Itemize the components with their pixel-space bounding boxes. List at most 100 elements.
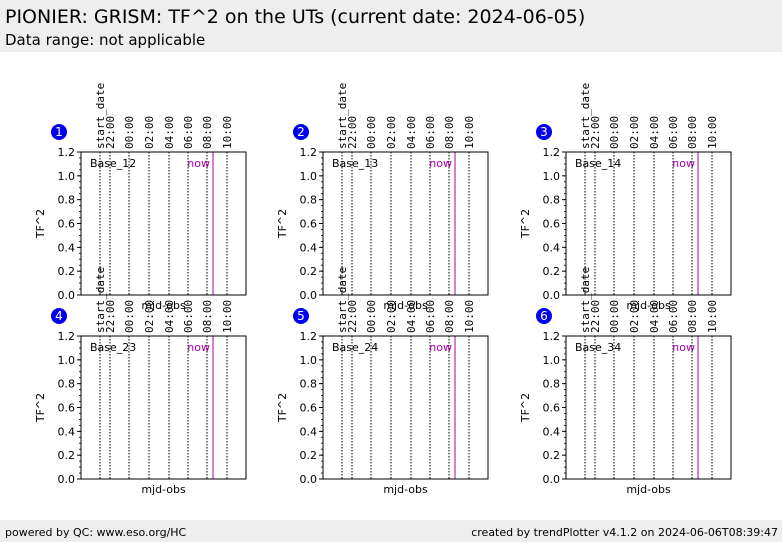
time-tick-label: 02:00 (628, 116, 641, 149)
time-tick-label: 06:00 (424, 300, 437, 333)
y-tick-label: 0.2 (300, 265, 318, 278)
y-tick-label: 0.4 (543, 425, 561, 438)
time-tick-label: 08:00 (443, 116, 456, 149)
y-tick-label: 0.2 (543, 449, 561, 462)
y-tick-label: 0.4 (300, 241, 318, 254)
panel-badge (536, 308, 552, 324)
y-tick-label: 0.0 (300, 289, 318, 302)
time-tick-label: 04:00 (648, 116, 661, 149)
time-tick-label: 08:00 (201, 300, 214, 333)
footer-bar: powered by QC: www.eso.org/HC created by… (0, 520, 782, 542)
baseline-label: Base_34 (575, 341, 621, 354)
y-tick-label: 1.2 (300, 330, 318, 343)
y-tick-label: 0.0 (58, 473, 76, 486)
y-tick-label: 1.2 (58, 146, 76, 159)
x-axis-label: mjd-obs (383, 299, 428, 312)
footer-credit: powered by QC: www.eso.org/HC (5, 526, 187, 539)
time-tick-label: 10:00 (706, 116, 719, 149)
page-title: PIONIER: GRISM: TF^2 on the UTs (current… (5, 6, 586, 28)
time-tick-label: 00:00 (608, 116, 621, 149)
panel-badge-label: 3 (540, 125, 548, 139)
y-axis-label: TF^2 (34, 209, 47, 239)
x-axis-label: mjd-obs (626, 483, 671, 496)
panel-badge (51, 308, 67, 324)
x-axis-label: mjd-obs (626, 299, 671, 312)
y-tick-label: 1.0 (543, 354, 561, 367)
y-tick-label: 1.0 (58, 354, 76, 367)
x-axis-label: mjd-obs (141, 299, 186, 312)
baseline-label: Base_23 (90, 341, 136, 354)
time-tick-label: 22:00 (346, 300, 359, 333)
y-tick-label: 0.8 (58, 378, 76, 391)
time-tick-label: 02:00 (385, 116, 398, 149)
page-subtitle: Data range: not applicable (5, 31, 206, 49)
y-tick-label: 1.2 (543, 330, 561, 343)
plot-frame (565, 335, 732, 480)
y-tick-label: 0.0 (58, 289, 76, 302)
panel-badge-label: 2 (297, 125, 305, 139)
baseline-label: Base_13 (332, 157, 378, 170)
y-tick-label: 1.0 (58, 170, 76, 183)
now-label: now (672, 157, 695, 170)
y-tick-label: 0.6 (58, 402, 76, 415)
y-tick-label: 0.4 (58, 425, 76, 438)
y-tick-label: 0.6 (300, 402, 318, 415)
time-tick-label: 06:00 (182, 300, 195, 333)
time-tick-label: 02:00 (628, 300, 641, 333)
y-tick-label: 1.0 (300, 354, 318, 367)
y-tick-label: 1.0 (300, 170, 318, 183)
y-tick-label: 0.2 (58, 265, 76, 278)
time-tick-label: 22:00 (104, 300, 117, 333)
time-tick-label: start_date (336, 267, 349, 333)
time-tick-label: 08:00 (443, 300, 456, 333)
time-tick-label: start_date (579, 83, 592, 149)
y-tick-label: 0.8 (300, 194, 318, 207)
now-label: now (429, 341, 452, 354)
time-tick-label: 06:00 (667, 300, 680, 333)
time-tick-label: start_date (336, 83, 349, 149)
y-tick-label: 0.4 (300, 425, 318, 438)
time-tick-label: 08:00 (686, 116, 699, 149)
time-tick-label: 22:00 (104, 116, 117, 149)
time-tick-label: 10:00 (463, 116, 476, 149)
y-tick-label: 0.8 (300, 378, 318, 391)
time-tick-label: start_date (94, 83, 107, 149)
panel-badge-label: 6 (540, 309, 548, 323)
time-tick-label: 06:00 (182, 116, 195, 149)
time-tick-label: 22:00 (589, 300, 602, 333)
time-tick-label: 00:00 (365, 300, 378, 333)
time-tick-label: 02:00 (143, 116, 156, 149)
time-tick-label: start_date (94, 267, 107, 333)
plot-frame (322, 335, 489, 480)
x-axis-label: mjd-obs (141, 483, 186, 496)
time-tick-label: 22:00 (589, 116, 602, 149)
panel-badge-label: 1 (55, 125, 63, 139)
y-tick-label: 0.4 (543, 241, 561, 254)
time-tick-label: 10:00 (706, 300, 719, 333)
y-tick-label: 1.2 (58, 330, 76, 343)
time-tick-label: 08:00 (201, 116, 214, 149)
y-tick-label: 1.2 (300, 146, 318, 159)
time-tick-label: 04:00 (405, 300, 418, 333)
y-tick-label: 0.2 (58, 449, 76, 462)
panel-badge-label: 4 (55, 309, 63, 323)
panel-badge-label: 5 (297, 309, 305, 323)
time-tick-label: 22:00 (346, 116, 359, 149)
y-tick-label: 0.8 (543, 378, 561, 391)
time-tick-label: 10:00 (463, 300, 476, 333)
header-bar: PIONIER: GRISM: TF^2 on the UTs (current… (0, 0, 782, 52)
y-tick-label: 0.0 (543, 473, 561, 486)
y-tick-label: 0.6 (543, 402, 561, 415)
y-tick-label: 0.6 (58, 218, 76, 231)
now-label: now (429, 157, 452, 170)
time-tick-label: 04:00 (405, 116, 418, 149)
baseline-label: Base_24 (332, 341, 378, 354)
now-label: now (672, 341, 695, 354)
y-tick-label: 0.8 (543, 194, 561, 207)
y-axis-label: TF^2 (276, 393, 289, 423)
